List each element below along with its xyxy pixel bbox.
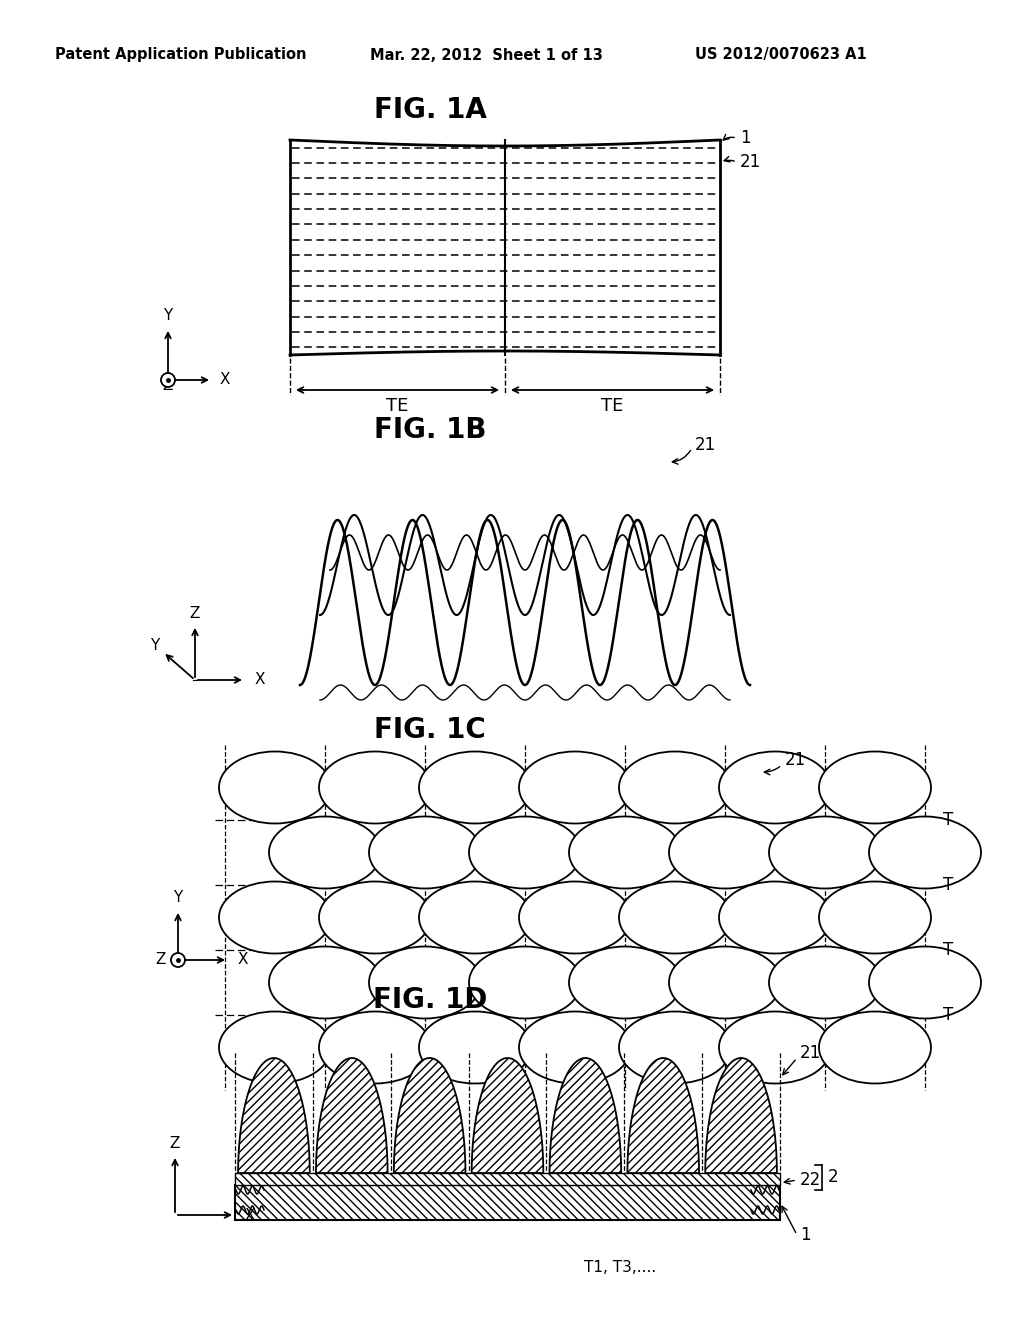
Text: Z: Z bbox=[170, 1135, 180, 1151]
Text: 22: 22 bbox=[800, 1171, 821, 1189]
Polygon shape bbox=[316, 1059, 388, 1173]
Text: Y: Y bbox=[173, 891, 182, 906]
Text: TE: TE bbox=[601, 397, 624, 414]
Text: TE: TE bbox=[386, 397, 409, 414]
Ellipse shape bbox=[419, 882, 531, 953]
Text: 21: 21 bbox=[740, 153, 761, 172]
Polygon shape bbox=[472, 1059, 544, 1173]
Ellipse shape bbox=[219, 882, 331, 953]
Ellipse shape bbox=[819, 751, 931, 824]
Ellipse shape bbox=[869, 817, 981, 888]
Text: Mar. 22, 2012  Sheet 1 of 13: Mar. 22, 2012 Sheet 1 of 13 bbox=[370, 48, 603, 62]
Text: FIG. 1C: FIG. 1C bbox=[374, 715, 485, 744]
Ellipse shape bbox=[469, 817, 581, 888]
Text: X: X bbox=[220, 372, 230, 388]
Ellipse shape bbox=[519, 882, 631, 953]
Ellipse shape bbox=[419, 751, 531, 824]
Ellipse shape bbox=[319, 1011, 431, 1084]
Text: 21: 21 bbox=[695, 436, 716, 454]
Bar bbox=[234, 1185, 780, 1220]
Text: T: T bbox=[943, 1006, 953, 1024]
Ellipse shape bbox=[219, 1011, 331, 1084]
Ellipse shape bbox=[719, 882, 831, 953]
Ellipse shape bbox=[669, 946, 781, 1019]
Ellipse shape bbox=[819, 882, 931, 953]
Polygon shape bbox=[394, 1059, 466, 1173]
Text: Patent Application Publication: Patent Application Publication bbox=[55, 48, 306, 62]
Bar bbox=[234, 1173, 780, 1185]
Ellipse shape bbox=[369, 817, 481, 888]
Text: T: T bbox=[943, 810, 953, 829]
Text: FIG. 1A: FIG. 1A bbox=[374, 96, 486, 124]
Circle shape bbox=[161, 374, 175, 387]
Text: 21: 21 bbox=[785, 751, 806, 770]
Ellipse shape bbox=[618, 751, 731, 824]
Ellipse shape bbox=[569, 946, 681, 1019]
Text: 2: 2 bbox=[828, 1168, 839, 1187]
Ellipse shape bbox=[569, 817, 681, 888]
Text: 1: 1 bbox=[740, 129, 751, 147]
Polygon shape bbox=[628, 1059, 699, 1173]
Text: 1: 1 bbox=[800, 1226, 811, 1243]
Ellipse shape bbox=[769, 817, 881, 888]
Ellipse shape bbox=[419, 1011, 531, 1084]
Text: Z: Z bbox=[163, 378, 173, 393]
Ellipse shape bbox=[219, 751, 331, 824]
Text: T: T bbox=[943, 941, 953, 960]
Ellipse shape bbox=[719, 751, 831, 824]
Text: Z: Z bbox=[189, 606, 200, 620]
Ellipse shape bbox=[769, 946, 881, 1019]
Text: T1, T3,....: T1, T3,.... bbox=[584, 1261, 656, 1275]
Ellipse shape bbox=[669, 817, 781, 888]
Polygon shape bbox=[706, 1059, 777, 1173]
Ellipse shape bbox=[519, 1011, 631, 1084]
Ellipse shape bbox=[618, 1011, 731, 1084]
Text: FIG. 1D: FIG. 1D bbox=[373, 986, 487, 1014]
Text: X: X bbox=[255, 672, 265, 688]
Text: US 2012/0070623 A1: US 2012/0070623 A1 bbox=[695, 48, 866, 62]
Ellipse shape bbox=[519, 751, 631, 824]
Text: X: X bbox=[238, 953, 249, 968]
Text: FIG. 1B: FIG. 1B bbox=[374, 416, 486, 444]
Ellipse shape bbox=[269, 946, 381, 1019]
Ellipse shape bbox=[618, 882, 731, 953]
Text: X: X bbox=[245, 1208, 256, 1222]
Text: Y: Y bbox=[151, 638, 160, 652]
Ellipse shape bbox=[719, 1011, 831, 1084]
Ellipse shape bbox=[819, 1011, 931, 1084]
Polygon shape bbox=[239, 1059, 309, 1173]
Ellipse shape bbox=[469, 946, 581, 1019]
Text: 21: 21 bbox=[800, 1044, 821, 1063]
Ellipse shape bbox=[269, 817, 381, 888]
Text: Y: Y bbox=[164, 309, 173, 323]
Ellipse shape bbox=[319, 751, 431, 824]
Text: T: T bbox=[943, 876, 953, 894]
Text: Z: Z bbox=[156, 953, 166, 968]
Circle shape bbox=[171, 953, 185, 968]
Ellipse shape bbox=[369, 946, 481, 1019]
Polygon shape bbox=[550, 1059, 622, 1173]
Ellipse shape bbox=[869, 946, 981, 1019]
Bar bbox=[290, 140, 720, 355]
Ellipse shape bbox=[319, 882, 431, 953]
